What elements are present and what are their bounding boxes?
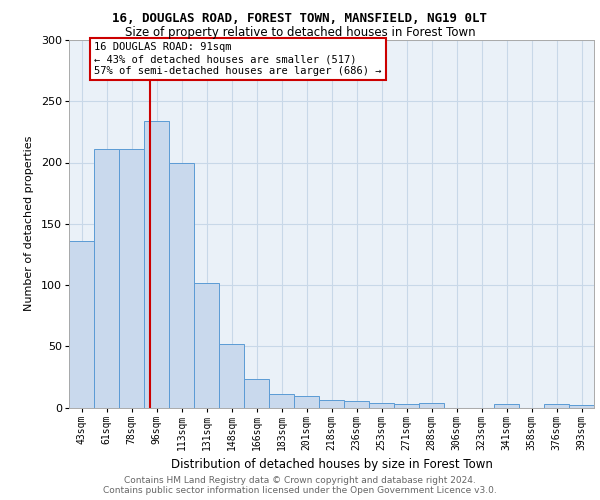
Bar [494, 404, 519, 407]
Bar [119, 149, 144, 407]
Text: Size of property relative to detached houses in Forest Town: Size of property relative to detached ho… [125, 26, 475, 39]
Bar [369, 402, 394, 407]
Y-axis label: Number of detached properties: Number of detached properties [24, 136, 34, 312]
Bar [269, 394, 294, 407]
Bar [69, 241, 94, 408]
Text: Contains HM Land Registry data © Crown copyright and database right 2024.: Contains HM Land Registry data © Crown c… [124, 476, 476, 485]
Bar [144, 121, 169, 408]
X-axis label: Distribution of detached houses by size in Forest Town: Distribution of detached houses by size … [170, 458, 493, 471]
Bar [344, 402, 369, 407]
Text: 16, DOUGLAS ROAD, FOREST TOWN, MANSFIELD, NG19 0LT: 16, DOUGLAS ROAD, FOREST TOWN, MANSFIELD… [113, 12, 487, 26]
Bar [219, 344, 244, 408]
Bar [569, 405, 594, 407]
Bar [394, 404, 419, 407]
Bar [194, 282, 219, 408]
Bar [294, 396, 319, 407]
Bar [169, 162, 194, 408]
Bar [419, 402, 444, 407]
Bar [244, 380, 269, 407]
Bar [319, 400, 344, 407]
Bar [544, 404, 569, 407]
Text: Contains public sector information licensed under the Open Government Licence v3: Contains public sector information licen… [103, 486, 497, 495]
Text: 16 DOUGLAS ROAD: 91sqm
← 43% of detached houses are smaller (517)
57% of semi-de: 16 DOUGLAS ROAD: 91sqm ← 43% of detached… [94, 42, 382, 76]
Bar [94, 149, 119, 407]
